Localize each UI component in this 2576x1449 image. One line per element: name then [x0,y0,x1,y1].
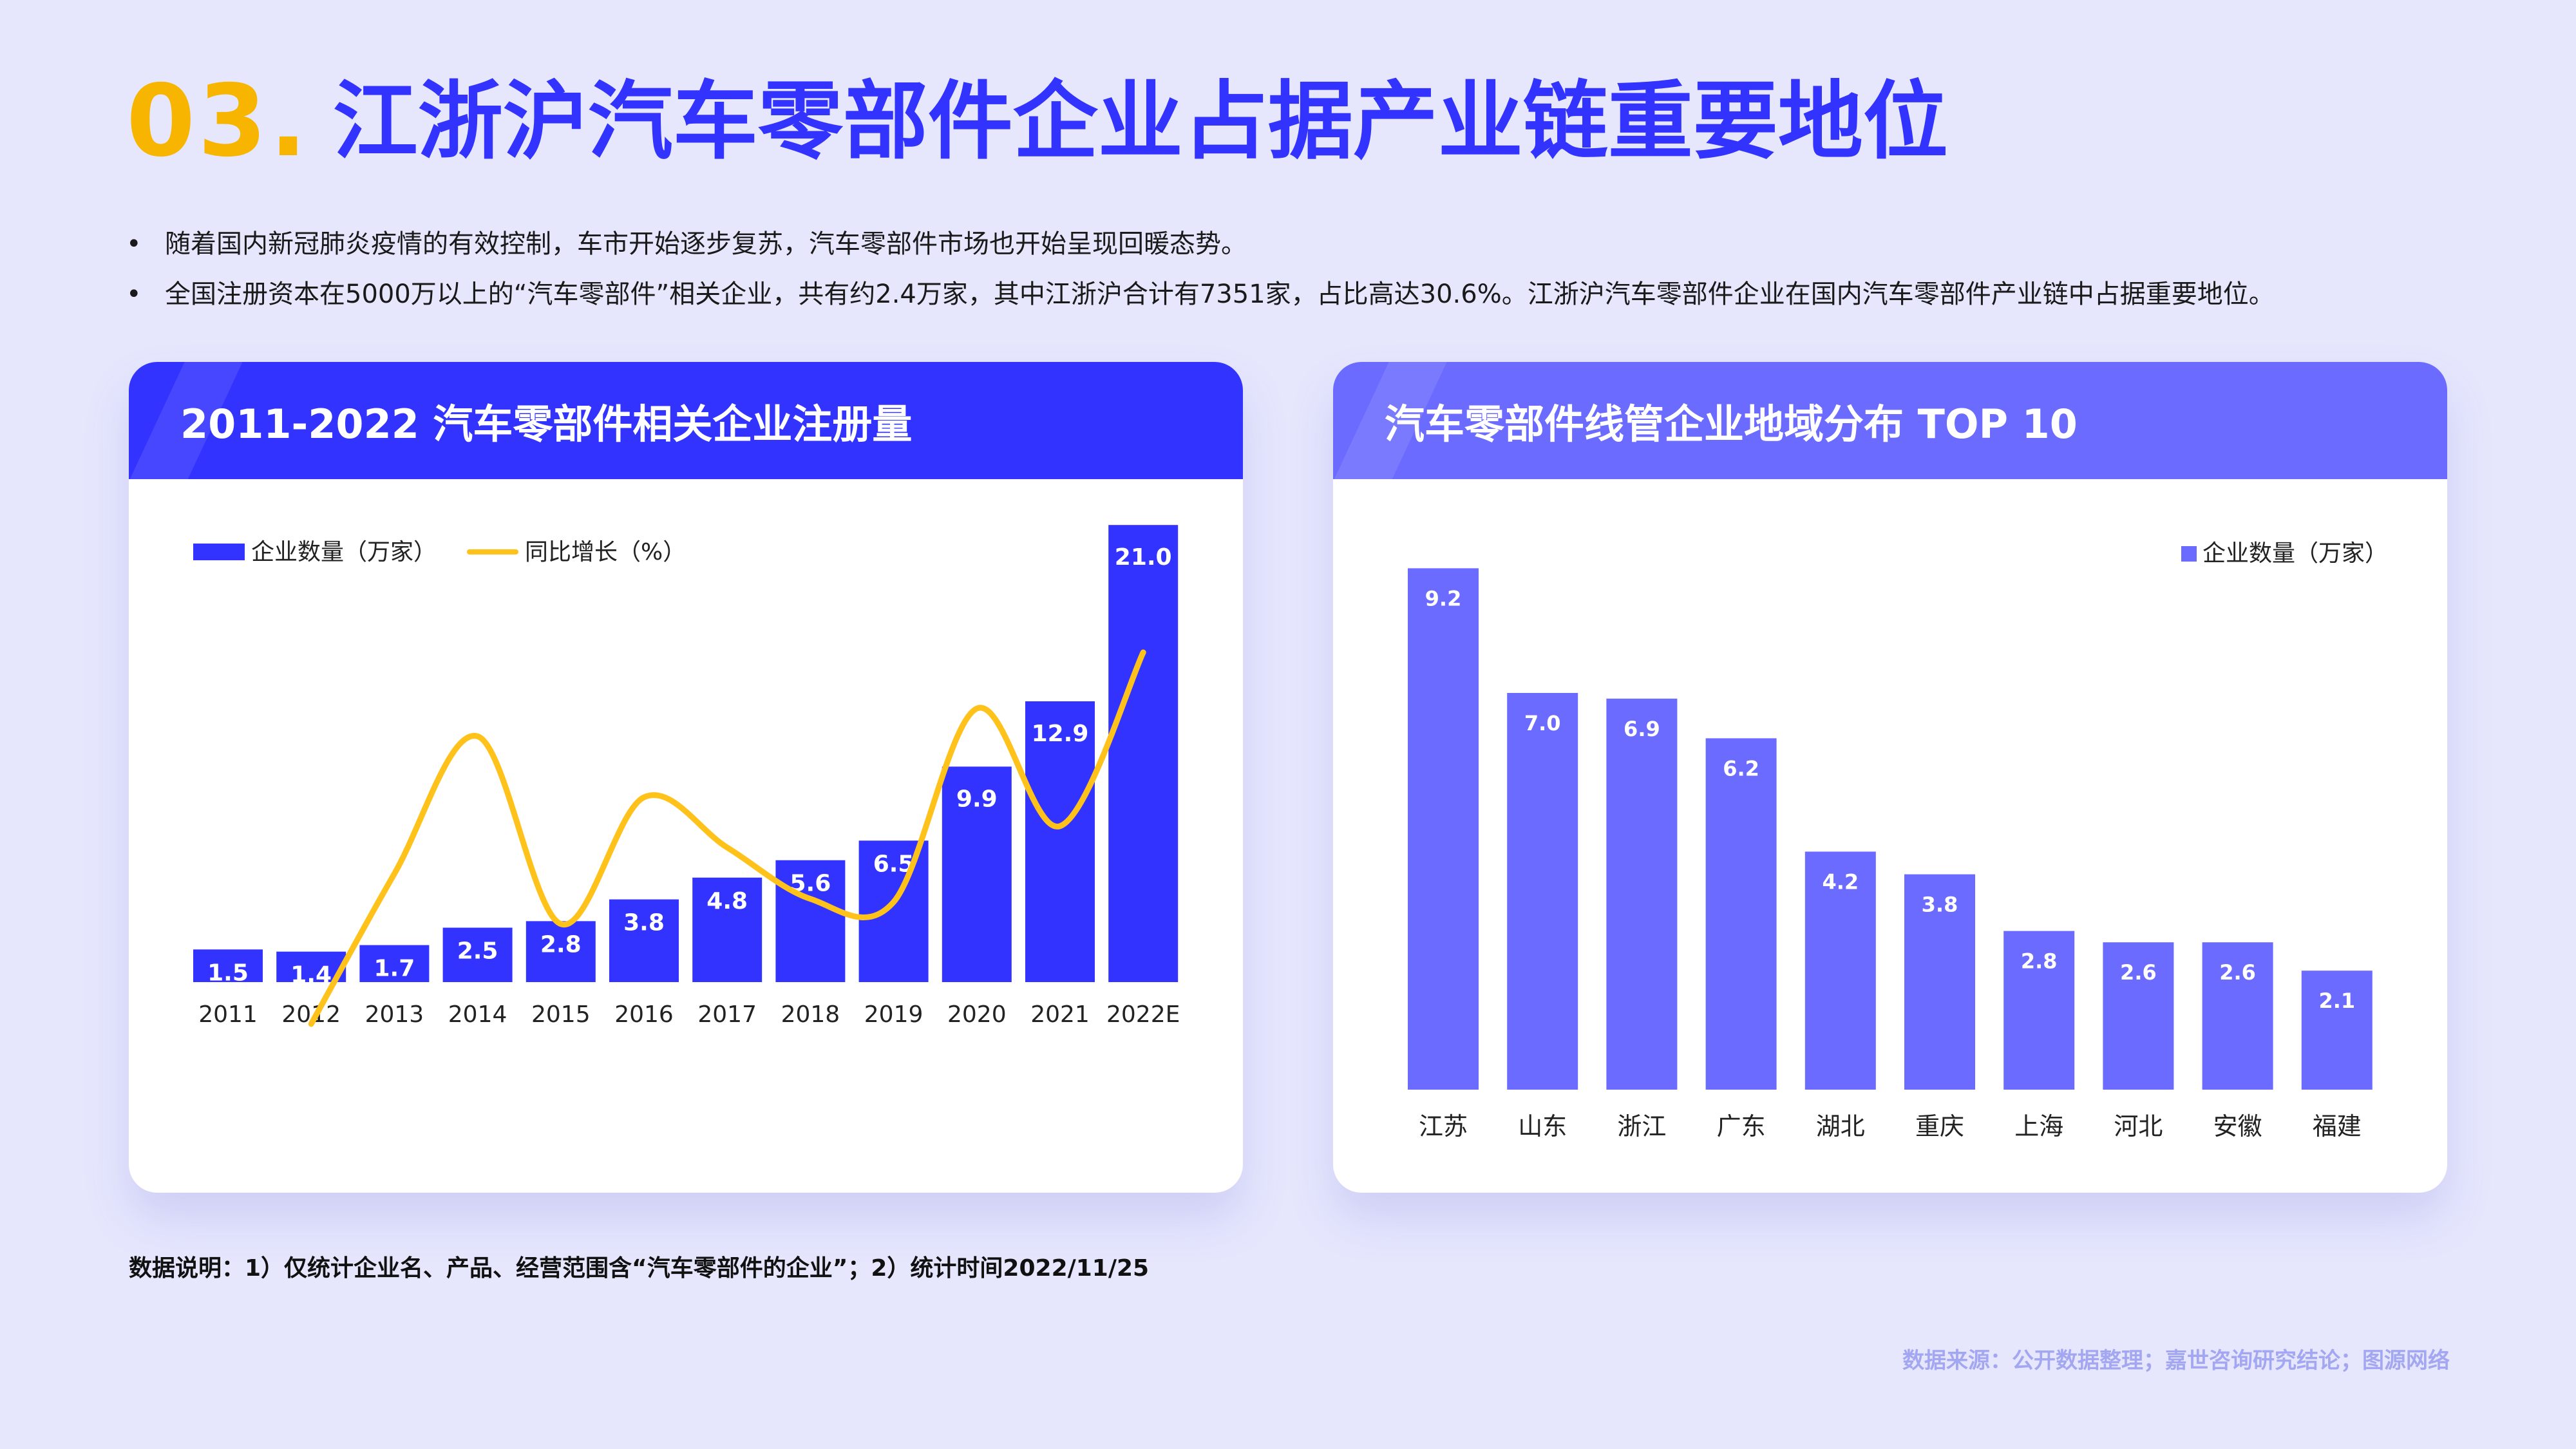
bar [858,840,929,982]
bar-value-label: 4.2 [1822,869,1859,894]
legend-swatch [2181,546,2197,562]
bar [2202,942,2273,1090]
x-tick-label: 安徽 [2213,1112,2262,1141]
bar-value-label: 12.9 [1032,721,1089,747]
bar [609,899,679,982]
bar [942,766,1012,982]
bar [526,921,596,982]
card-title: 汽车零部件线管企业地域分布 TOP 10 [1385,401,2078,448]
bar-value-label: 9.9 [956,786,998,812]
bar-value-label: 1.5 [207,960,249,986]
bar [1606,698,1678,1090]
bar [692,877,762,982]
x-tick-label: 浙江 [1617,1112,1666,1141]
bar-value-label: 2.8 [2021,949,2058,974]
x-tick-label: 山东 [1518,1112,1567,1141]
legend-line-label: 同比增长（%） [525,539,686,565]
bar-value-label: 6.2 [1723,756,1759,781]
bar-value-label: 2.6 [2219,960,2256,985]
legend-label: 企业数量（万家） [2202,540,2388,567]
registration-chart: 企业数量（万家） 同比增长（%）1.520111.420121.720132.52… [193,525,1180,1028]
x-tick-label: 河北 [2114,1112,2163,1141]
region-chart: 企业数量（万家） 9.2 江苏 7.0 山东 6.9 浙江 6.2 广东 4.2 湖北 3.8 重庆 2.… [1408,540,2388,1141]
bar-value-label: 6.9 [1624,717,1660,741]
bar [1108,525,1179,982]
bar [2003,931,2075,1090]
legend-bar-swatch [193,544,245,560]
x-tick-label: 2020 [947,1001,1007,1028]
x-tick-label: 江苏 [1419,1112,1468,1141]
bullet-item: 随着国内新冠肺炎疫情的有效控制，车市开始逐步复苏，汽车零部件市场也开始呈现回暖态… [126,219,2477,269]
registration-chart-card: 2011-2022 汽车零部件相关企业注册量 企业数量（万家） 同比增长（%） 1.… [129,362,1243,1193]
x-tick-label: 2019 [864,1001,923,1028]
x-tick-label: 2018 [781,1001,840,1028]
legend-bar-label: 企业数量（万家） [251,539,437,565]
section-number: 03. [126,64,310,179]
bar-value-label: 2.6 [2120,960,2157,985]
x-tick-label: 2015 [531,1001,591,1028]
x-tick-label: 2011 [198,1001,258,1028]
bar [1025,701,1095,982]
bar-value-label: 4.8 [706,888,748,914]
bar [2301,971,2372,1090]
card-header: 汽车零部件线管企业地域分布 TOP 10 [1333,362,2447,479]
bar-value-label: 1.7 [374,956,415,982]
region-chart-card: 汽车零部件线管企业地域分布 TOP 10 企业数量（万家） 9.2 江苏 7.0 山东 6… [1333,362,2447,1193]
bar [1408,568,1479,1090]
bar [2103,942,2174,1090]
bar-value-label: 3.8 [1922,893,1958,917]
bar-value-label: 2.8 [540,931,582,958]
card-header: 2011-2022 汽车零部件相关企业注册量 [129,362,1243,479]
x-tick-label: 2014 [448,1001,507,1028]
x-tick-label: 2021 [1030,1001,1090,1028]
bar [1507,693,1578,1090]
bullet-item: 全国注册资本在5000万以上的“汽车零部件”相关企业，共有约2.4万家，其中江浙… [126,269,2477,319]
x-tick-label: 重庆 [1915,1112,1964,1141]
bar [1904,874,1975,1090]
x-tick-label: 2017 [697,1001,757,1028]
bar [442,927,513,982]
bar [193,949,263,982]
x-tick-label: 福建 [2313,1112,2362,1141]
bar [775,860,846,982]
x-tick-label: 广东 [1717,1112,1766,1141]
x-tick-label: 2022E [1106,1001,1180,1028]
x-tick-label: 上海 [2014,1112,2063,1141]
bar-value-label: 2.1 [2318,989,2355,1013]
bar [359,945,430,982]
bar-value-label: 21.0 [1115,544,1172,571]
bar [1705,738,1777,1090]
bar-value-label: 3.8 [623,910,665,936]
bar-value-label: 2.5 [457,938,498,965]
legend-line-swatch [467,549,518,554]
x-tick-label: 2016 [614,1001,674,1028]
page-title: 03. 江浙沪汽车零部件企业占据产业链重要地位 [126,72,1948,171]
card-title: 2011-2022 汽车零部件相关企业注册量 [180,401,913,448]
x-tick-label: 2013 [365,1001,424,1028]
x-tick-label: 湖北 [1816,1112,1865,1141]
bullet-list: 随着国内新冠肺炎疫情的有效控制，车市开始逐步复苏，汽车零部件市场也开始呈现回暖态… [126,219,2477,319]
title-text: 江浙沪汽车零部件企业占据产业链重要地位 [332,72,1948,171]
data-note: 数据说明：1）仅统计企业名、产品、经营范围含“汽车零部件的企业”；2）统计时间2… [129,1255,1150,1282]
growth-line [308,649,1146,1027]
bar-value-label: 9.2 [1425,586,1462,611]
bar [1804,851,1876,1090]
bar-value-label: 1.4 [290,962,332,989]
bar-value-label: 7.0 [1524,711,1561,735]
data-source: 数据来源：公开数据整理；嘉世咨询研究结论；图源网络 [1902,1348,2450,1374]
